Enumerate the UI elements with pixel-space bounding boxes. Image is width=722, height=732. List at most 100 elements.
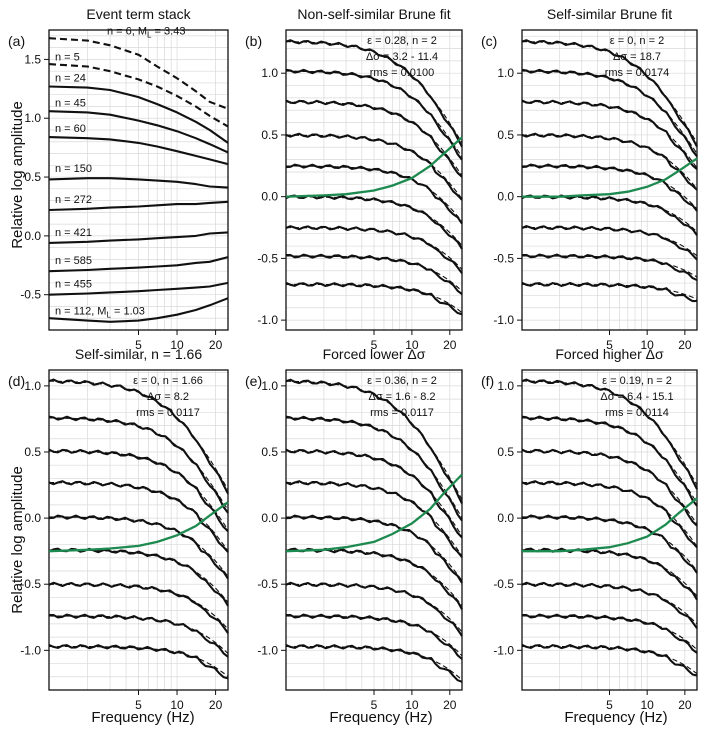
x-axis-label-d: Frequency (Hz) bbox=[91, 709, 194, 726]
brune-fit bbox=[285, 615, 463, 657]
annotation-line: ε = 0.19, n = 2 bbox=[602, 375, 672, 387]
brune-fit bbox=[521, 101, 698, 169]
brune-fit bbox=[522, 482, 698, 547]
brune-fit bbox=[285, 134, 463, 200]
brune-fit bbox=[48, 450, 229, 531]
y-tick-label: -1.0 bbox=[493, 643, 514, 657]
annotation-line: rms = 0.0100 bbox=[370, 67, 435, 79]
observed-spectrum bbox=[521, 163, 698, 212]
series-line bbox=[48, 85, 229, 144]
observed-spectrum bbox=[48, 448, 229, 533]
brune-fit bbox=[522, 615, 698, 651]
brune-fit bbox=[48, 380, 229, 490]
brune-fit bbox=[522, 380, 698, 486]
y-tick-label: 1.0 bbox=[497, 66, 514, 80]
series-label: n = 60 bbox=[55, 123, 86, 135]
brune-fit bbox=[285, 380, 463, 500]
y-tick-label: 0.0 bbox=[261, 511, 278, 525]
x-axis-label-e: Frequency (Hz) bbox=[329, 709, 432, 726]
annotation-line: Δσ = 3.2 - 11.4 bbox=[366, 51, 438, 63]
panel-letter: (f) bbox=[481, 373, 494, 389]
brune-fit bbox=[285, 41, 463, 144]
y-tick-label: 0.5 bbox=[24, 445, 41, 459]
series-line bbox=[48, 177, 229, 189]
brune-fit bbox=[286, 70, 463, 158]
y-tick-label: 1.0 bbox=[261, 66, 278, 80]
y-tick-label: 0.0 bbox=[261, 190, 278, 204]
x-tick-label: 10 bbox=[405, 338, 419, 352]
series-line bbox=[48, 37, 229, 110]
panel-letter: (d) bbox=[8, 373, 25, 389]
x-tick-label: 10 bbox=[641, 698, 655, 712]
y-tick-label: 1.5 bbox=[24, 52, 41, 66]
y-tick-label: -0.5 bbox=[257, 251, 278, 265]
brune-fit bbox=[285, 583, 463, 633]
panel-title: Self-similar, n = 1.66 bbox=[75, 346, 202, 362]
x-tick-label: 20 bbox=[209, 338, 223, 352]
y-tick-label: 0.0 bbox=[24, 511, 41, 525]
annotation-line: rms = 0.0114 bbox=[605, 407, 669, 419]
brune-fit bbox=[48, 516, 229, 577]
y-tick-label: 0.0 bbox=[497, 190, 514, 204]
brune-fit bbox=[285, 482, 463, 557]
observed-spectrum bbox=[521, 225, 698, 261]
panel-title: Self-similar Brune fit bbox=[547, 6, 672, 22]
observed-spectrum bbox=[285, 448, 463, 539]
series-label: n = 150 bbox=[55, 163, 92, 175]
observed-spectrum bbox=[285, 581, 463, 637]
brune-fit bbox=[286, 255, 463, 292]
observed-spectrum bbox=[285, 39, 463, 148]
brune-fit bbox=[49, 417, 229, 511]
series-label: n = 272 bbox=[55, 194, 92, 206]
green-curve bbox=[285, 473, 463, 553]
brune-fit bbox=[49, 549, 229, 603]
green-curve bbox=[522, 497, 698, 553]
observed-spectrum bbox=[521, 68, 698, 157]
x-tick-label: 5 bbox=[606, 698, 613, 712]
panel-title: Non-self-similar Brune fit bbox=[297, 6, 450, 22]
brune-fit bbox=[49, 583, 229, 630]
x-tick-label: 10 bbox=[170, 338, 184, 352]
series-label: n = 421 bbox=[55, 227, 92, 239]
series-line bbox=[48, 110, 229, 154]
series-line bbox=[48, 297, 229, 323]
annotation-line: Δσ = 6.4 - 15.1 bbox=[600, 391, 673, 403]
annotation-line: ε = 0.28, n = 2 bbox=[367, 35, 437, 47]
y-tick-label: 1.0 bbox=[497, 379, 514, 393]
y-tick-label: 1.0 bbox=[24, 379, 41, 393]
brune-fit bbox=[522, 227, 698, 257]
annotation-line: ε = 0.36, n = 2 bbox=[367, 375, 437, 387]
panel-a: 5 10 20 -0.5 0.0 0.5 1.0 1.5 Event term stack (a)… bbox=[8, 6, 229, 352]
panel-title: Forced lower Δσ bbox=[323, 346, 426, 362]
brune-fit bbox=[286, 516, 463, 581]
series-label: n = 585 bbox=[55, 255, 92, 267]
brune-fit bbox=[522, 450, 698, 525]
panel-b: 5 10 20 -1.0 -0.5 0.0 0.5 1.0 Non-self-similar B… bbox=[245, 6, 463, 352]
y-tick-label: 0.5 bbox=[497, 445, 514, 459]
panel-letter: (c) bbox=[481, 33, 497, 49]
observed-spectrum bbox=[285, 68, 463, 161]
y-tick-label: -0.5 bbox=[20, 288, 41, 302]
series-line bbox=[48, 231, 229, 244]
annotation-line: Δσ = 8.2 bbox=[147, 391, 189, 403]
panel-d: 5 10 20 -1.0 -0.5 0.0 0.5 1.0 Self-similar, n = … bbox=[8, 346, 229, 712]
panel-f: 5 10 20 -1.0 -0.5 0.0 0.5 1.0 Forced higher Δσ (f… bbox=[481, 346, 698, 712]
y-tick-label: 0.5 bbox=[261, 128, 278, 142]
x-tick-label: 5 bbox=[135, 698, 142, 712]
observed-spectrum bbox=[521, 132, 698, 191]
y-tick-label: 1.0 bbox=[24, 111, 41, 125]
brune-fit bbox=[521, 41, 698, 144]
x-tick-label: 10 bbox=[641, 338, 655, 352]
series-label: n = 45 bbox=[55, 97, 86, 109]
brune-fit bbox=[286, 549, 463, 607]
brune-fit bbox=[521, 283, 698, 300]
brune-fit bbox=[49, 482, 229, 552]
brune-fit bbox=[49, 645, 229, 678]
x-tick-label: 10 bbox=[170, 698, 184, 712]
y-tick-label: -1.0 bbox=[257, 313, 278, 327]
x-tick-label: 5 bbox=[606, 338, 613, 352]
y-axis-label-bottom: Relative log amplitude bbox=[9, 466, 26, 614]
brune-fit bbox=[285, 417, 463, 519]
x-tick-label: 20 bbox=[678, 698, 692, 712]
